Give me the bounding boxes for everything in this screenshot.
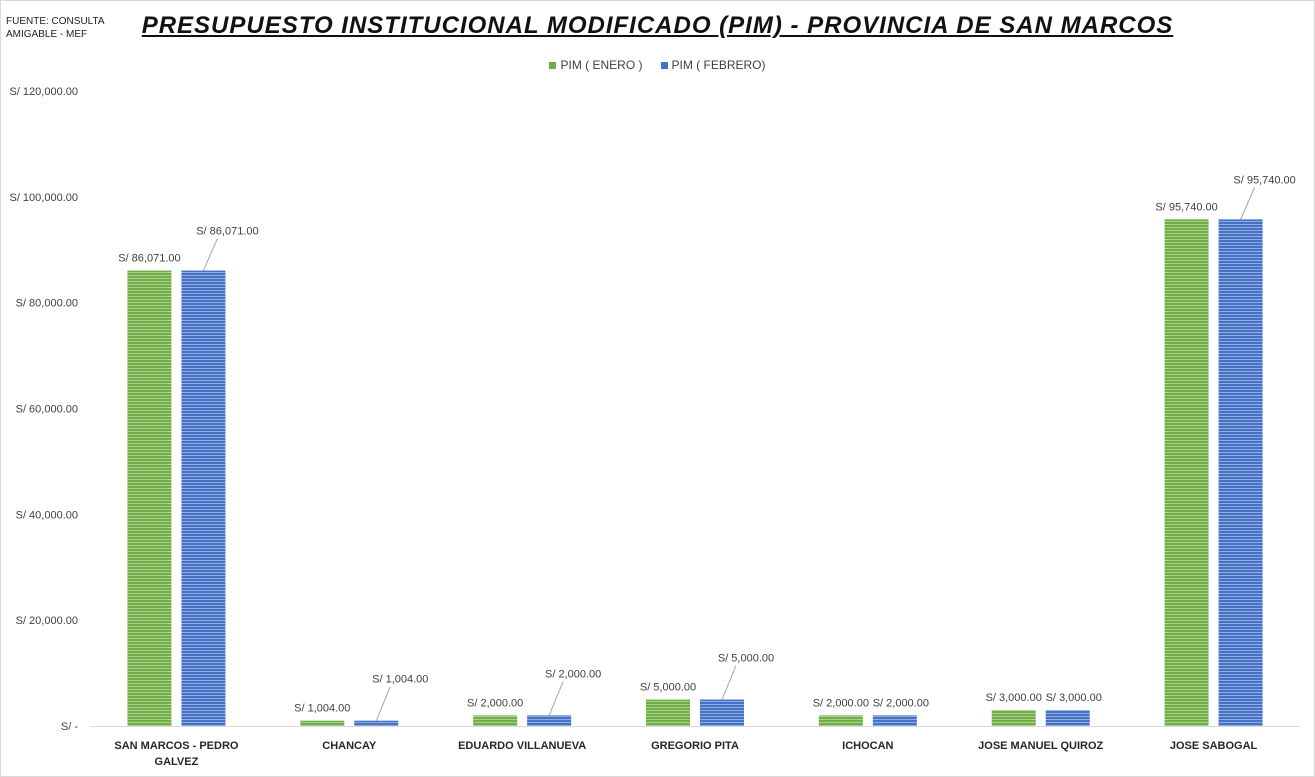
- data-label-leader: [375, 686, 391, 721]
- data-label-leader: [1240, 187, 1256, 220]
- bar-febrero: [354, 720, 399, 726]
- data-label-febrero: S/ 86,071.00: [196, 226, 258, 238]
- y-tick-label: S/ -: [61, 721, 78, 733]
- chart-legend: PIM ( ENERO ) PIM ( FEBRERO): [0, 58, 1315, 72]
- source-note: FUENTE: CONSULTA AMIGABLE - MEF: [6, 16, 104, 40]
- legend-item-enero: PIM ( ENERO ): [549, 58, 643, 72]
- data-label-febrero: S/ 1,004.00: [372, 674, 428, 686]
- x-category-label: JOSE MANUEL QUIROZ: [978, 740, 1103, 752]
- legend-item-febrero: PIM ( FEBRERO): [660, 58, 766, 72]
- x-category-label: JOSE SABOGAL: [1170, 740, 1258, 752]
- y-tick-label: S/ 40,000.00: [16, 509, 78, 521]
- bar-enero: [127, 270, 172, 726]
- data-label-enero: S/ 1,004.00: [294, 703, 350, 715]
- data-label-leader: [721, 665, 737, 700]
- bar-enero: [818, 715, 863, 726]
- y-tick-label: S/ 120,000.00: [9, 86, 78, 98]
- data-label-leader: [202, 238, 218, 271]
- bar-enero: [991, 710, 1036, 726]
- data-label-enero: S/ 3,000.00: [986, 692, 1042, 704]
- x-category-label: EDUARDO VILLANUEVA: [458, 740, 586, 752]
- x-category-label: GREGORIO PITA: [651, 740, 739, 752]
- chart-title: PRESUPUESTO INSTITUCIONAL MODIFICADO (PI…: [141, 12, 1174, 39]
- data-label-febrero: S/ 5,000.00: [718, 653, 774, 665]
- bar-febrero: [700, 699, 744, 726]
- data-label-enero: S/ 5,000.00: [640, 682, 696, 694]
- x-category-label: GALVEZ: [155, 756, 199, 768]
- y-tick-label: S/ 60,000.00: [16, 404, 78, 416]
- data-label-febrero: S/ 2,000.00: [873, 697, 929, 709]
- y-tick-label: S/ 80,000.00: [16, 298, 78, 310]
- bar-enero: [300, 720, 345, 726]
- bar-febrero: [1045, 710, 1090, 726]
- bar-febrero: [527, 715, 572, 726]
- bar-febrero: [872, 715, 917, 726]
- data-label-enero: S/ 2,000.00: [467, 697, 523, 709]
- data-label-febrero: S/ 3,000.00: [1046, 692, 1102, 704]
- legend-swatch-enero: [549, 61, 557, 69]
- data-label-febrero: S/ 95,740.00: [1233, 174, 1295, 186]
- legend-label-febrero: PIM ( FEBRERO): [671, 58, 766, 72]
- x-category-label: SAN MARCOS - PEDRO: [114, 740, 239, 752]
- x-category-label: CHANCAY: [322, 740, 377, 752]
- x-category-label: ICHOCAN: [842, 740, 893, 752]
- data-label-enero: S/ 2,000.00: [813, 697, 869, 709]
- legend-swatch-febrero: [660, 61, 668, 69]
- data-label-leader: [548, 681, 564, 716]
- bar-febrero: [1218, 219, 1263, 726]
- bar-enero: [1164, 219, 1209, 726]
- y-tick-label: S/ 100,000.00: [9, 192, 78, 204]
- bar-enero: [646, 699, 690, 726]
- data-label-enero: S/ 95,740.00: [1155, 201, 1217, 213]
- bar-enero: [473, 715, 518, 726]
- legend-label-enero: PIM ( ENERO ): [560, 58, 643, 72]
- bar-febrero: [181, 270, 226, 726]
- y-tick-label: S/ 20,000.00: [16, 615, 78, 627]
- data-label-enero: S/ 86,071.00: [118, 253, 180, 265]
- data-label-febrero: S/ 2,000.00: [545, 668, 601, 680]
